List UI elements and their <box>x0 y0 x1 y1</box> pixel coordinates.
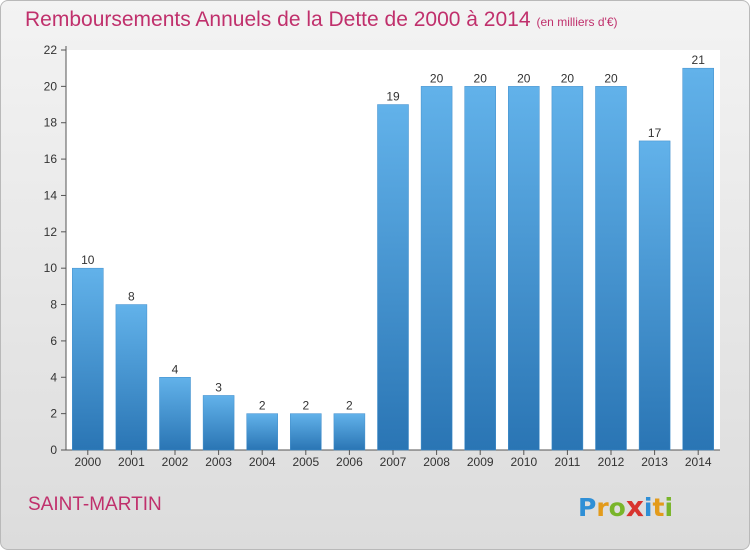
x-tick-label-2008: 2008 <box>423 455 450 469</box>
bar-2014 <box>682 67 714 451</box>
x-tick-label-2009: 2009 <box>467 455 494 469</box>
y-tick-label: 4 <box>50 370 57 384</box>
proxiti-logo: Proxiti <box>578 490 673 523</box>
bar-2006 <box>333 413 366 451</box>
data-label-2005: 2 <box>302 399 309 413</box>
data-label-2002: 4 <box>172 362 179 376</box>
x-tick-label-2001: 2001 <box>118 455 145 469</box>
bar-2002 <box>159 377 191 451</box>
data-label-2014: 21 <box>692 53 706 67</box>
x-tick-label-2000: 2000 <box>74 455 101 469</box>
y-tick-label: 14 <box>44 188 58 202</box>
chart-title: Remboursements Annuels de la Dette de 20… <box>25 8 618 32</box>
bar-2007 <box>377 104 409 451</box>
data-label-2013: 17 <box>648 126 662 140</box>
logo-letter: i <box>643 493 653 522</box>
bar-2001 <box>115 304 148 451</box>
x-tick-label-2010: 2010 <box>510 455 537 469</box>
y-tick-label: 6 <box>50 334 57 348</box>
data-label-2009: 20 <box>474 71 488 85</box>
data-label-2011: 20 <box>561 71 575 85</box>
bar-2013 <box>638 140 671 451</box>
chart-title-text: Remboursements Annuels de la Dette de 20… <box>25 8 531 31</box>
logo-letter: P <box>578 493 597 522</box>
data-label-2003: 3 <box>215 380 222 394</box>
y-tick-label: 16 <box>44 152 58 166</box>
bar-2005 <box>290 413 322 451</box>
bar-2004 <box>246 413 278 451</box>
chart-subtitle: (en milliers d'€) <box>536 15 618 29</box>
y-tick-label: 22 <box>44 43 58 57</box>
data-label-2001: 8 <box>128 290 135 304</box>
data-label-2007: 19 <box>386 90 400 104</box>
data-label-2008: 20 <box>430 71 444 85</box>
logo-letter: o <box>608 493 626 522</box>
x-tick-label-2014: 2014 <box>685 455 712 469</box>
x-tick-label-2002: 2002 <box>162 455 189 469</box>
logo-letter: i <box>664 493 674 522</box>
logo-letter: r <box>596 493 609 522</box>
y-tick-label: 10 <box>44 261 58 275</box>
data-label-2004: 2 <box>259 399 266 413</box>
x-tick-label-2004: 2004 <box>249 455 276 469</box>
y-tick-label: 2 <box>50 407 57 421</box>
x-tick-label-2012: 2012 <box>598 455 625 469</box>
bar-2000 <box>72 267 104 451</box>
bar-2010 <box>508 86 540 451</box>
x-tick-label-2003: 2003 <box>205 455 232 469</box>
bar-2012 <box>595 86 627 451</box>
bar-2009 <box>464 86 496 451</box>
y-tick-label: 8 <box>50 298 57 312</box>
y-tick-label: 0 <box>50 443 57 457</box>
x-tick-label-2013: 2013 <box>641 455 668 469</box>
x-tick-label-2007: 2007 <box>380 455 407 469</box>
data-label-2012: 20 <box>604 71 618 85</box>
y-tick-label: 18 <box>44 116 58 130</box>
x-tick-label-2006: 2006 <box>336 455 363 469</box>
bar-2011 <box>551 86 584 451</box>
bar-2008 <box>420 86 453 451</box>
x-tick-label-2011: 2011 <box>554 455 580 469</box>
y-tick-label: 20 <box>44 79 58 93</box>
data-label-2006: 2 <box>346 399 353 413</box>
location-label: SAINT-MARTIN <box>28 494 162 515</box>
bar-2003 <box>202 395 235 451</box>
data-label-2000: 10 <box>81 253 95 267</box>
data-label-2010: 20 <box>517 71 531 85</box>
y-tick-label: 12 <box>44 225 58 239</box>
x-tick-label-2005: 2005 <box>292 455 319 469</box>
logo-letter: x <box>625 490 644 523</box>
logo-letter: t <box>652 493 665 522</box>
